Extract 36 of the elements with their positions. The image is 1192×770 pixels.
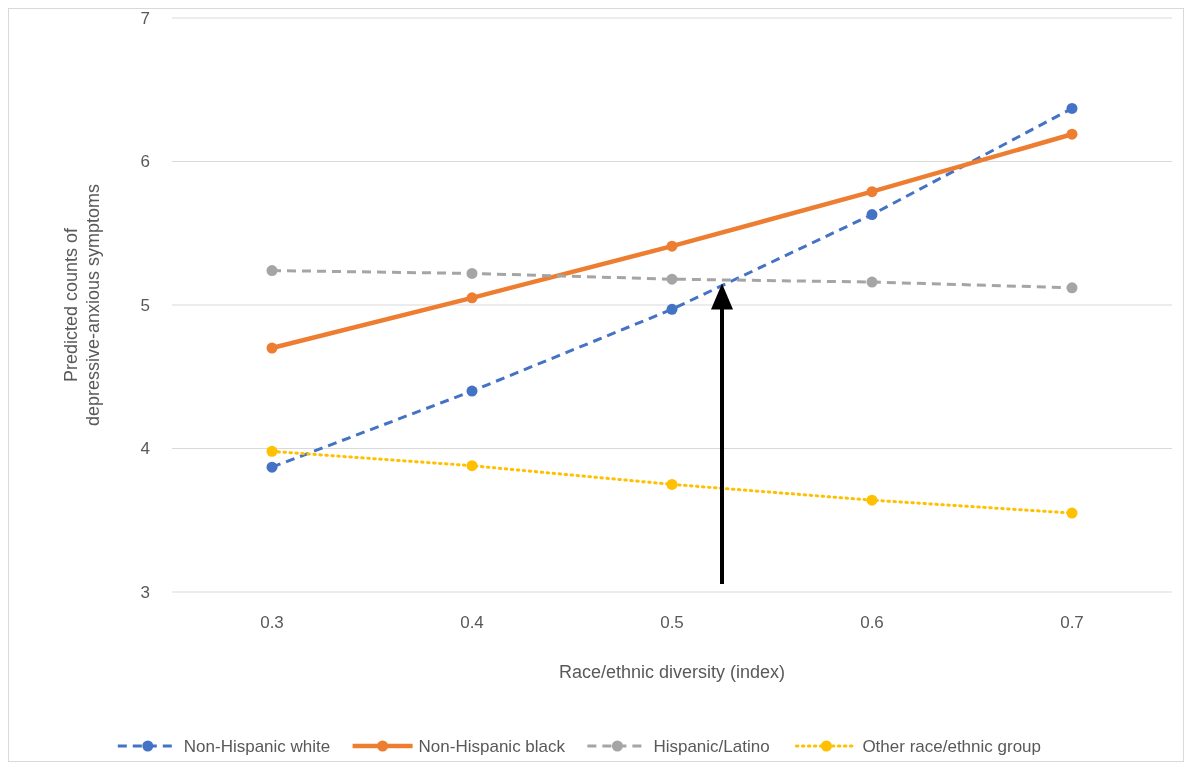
point (866, 494, 878, 506)
point (866, 276, 878, 288)
point (1066, 282, 1078, 294)
x-tick-label: 0.3 (260, 613, 284, 632)
x-tick-label: 0.7 (1060, 613, 1084, 632)
point (466, 292, 478, 304)
point (466, 460, 478, 472)
point (866, 209, 878, 221)
point (666, 273, 678, 285)
point (266, 461, 278, 473)
point (1066, 507, 1078, 519)
y-tick-label: 4 (140, 439, 150, 459)
legend-label: Other race/ethnic group (862, 737, 1042, 756)
point (666, 478, 678, 490)
point (666, 240, 678, 252)
y-tick-label: 7 (140, 8, 150, 28)
legend-label: Non-Hispanic white (183, 737, 331, 756)
y-axis-title: Predicted counts of depressive-anxious symptoms (61, 183, 103, 427)
y-tick-label: 5 (140, 295, 150, 315)
point (266, 265, 278, 277)
y-tick-label: 6 (140, 152, 150, 172)
point (266, 342, 278, 354)
point (1066, 102, 1078, 114)
x-axis-title: Race/ethnic diversity (index) (558, 662, 786, 682)
legend-label: Hispanic/Latino (653, 737, 770, 756)
legend-label: Non-Hispanic black (418, 737, 566, 756)
point (1066, 128, 1078, 140)
point (266, 445, 278, 457)
x-tick-label: 0.4 (460, 613, 484, 632)
point (666, 303, 678, 315)
point (466, 267, 478, 279)
x-tick-label: 0.6 (860, 613, 884, 632)
x-tick-label: 0.5 (660, 613, 684, 632)
point (466, 385, 478, 397)
point (866, 186, 878, 198)
y-tick-label: 3 (140, 582, 150, 602)
